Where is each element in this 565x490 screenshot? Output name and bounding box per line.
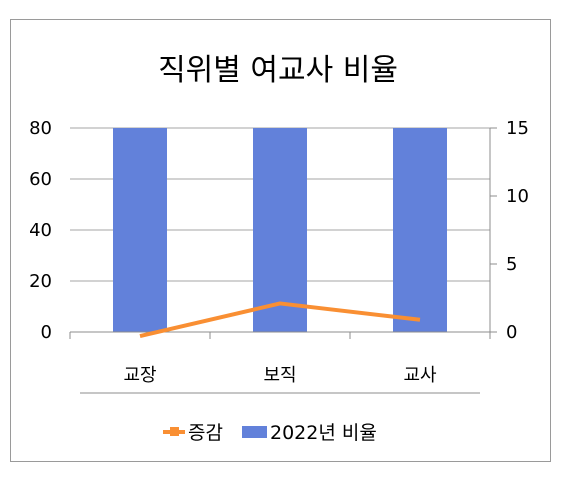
bar-보직 <box>253 128 307 332</box>
left-tick-label: 80 <box>29 118 52 139</box>
legend: 증감 2022년 비율 <box>163 422 377 444</box>
bar-교장 <box>113 128 167 332</box>
bar-series <box>113 128 447 332</box>
category-labels: 교장 보직 교사 <box>123 365 437 386</box>
legend-line-marker <box>170 427 179 436</box>
bar-교사 <box>393 128 447 332</box>
right-tick-label: 5 <box>506 254 517 275</box>
axes <box>69 127 497 394</box>
left-axis-ticks: 0 20 40 60 80 <box>29 118 52 343</box>
right-tick-label: 15 <box>506 118 529 139</box>
category-label: 교장 <box>123 365 156 386</box>
left-tick-label: 0 <box>41 322 52 343</box>
legend-label: 증감 <box>188 422 223 444</box>
line-증감 <box>139 301 421 339</box>
right-tick-label: 0 <box>506 322 517 343</box>
left-tick-label: 40 <box>29 220 52 241</box>
legend-label: 2022년 비율 <box>270 422 377 444</box>
line-series <box>139 301 421 339</box>
left-tick-label: 60 <box>29 169 52 190</box>
left-tick-label: 20 <box>29 271 52 292</box>
category-label: 교사 <box>403 365 437 386</box>
right-tick-label: 10 <box>506 186 529 207</box>
legend-bar-swatch <box>242 426 267 438</box>
right-axis-ticks: 0 5 10 15 <box>506 118 529 343</box>
category-label: 보직 <box>263 365 296 386</box>
chart-title: 직위별 여교사 비율 <box>158 53 398 88</box>
